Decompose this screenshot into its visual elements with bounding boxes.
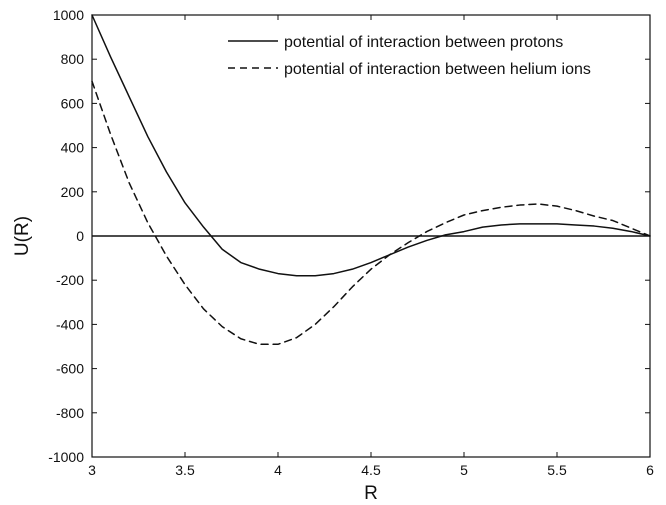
x-tick-label: 6 [646,462,654,478]
y-tick-label: -600 [56,361,84,377]
x-tick-label: 3.5 [175,462,195,478]
x-tick-label: 5 [460,462,468,478]
y-axis-title: U(R) [12,216,33,256]
x-tick-label: 3 [88,462,96,478]
x-axis-ticks: 3 3.5 4 4.5 5 5.5 6 [88,15,654,478]
y-tick-label: 400 [61,140,85,156]
x-tick-label: 5.5 [547,462,567,478]
y-tick-label: 0 [76,228,84,244]
y-tick-label: 200 [61,184,85,200]
y-tick-label: -1000 [48,449,84,465]
series-line-helium-ions [91,80,651,346]
series-line-protons [91,14,651,277]
x-tick-label: 4 [274,462,282,478]
legend-label-protons: potential of interaction between protons [284,34,563,51]
y-tick-label: 800 [61,51,85,67]
y-tick-label: 600 [61,95,85,111]
y-tick-label: -800 [56,405,84,421]
y-tick-label: -200 [56,272,84,288]
y-tick-label: -400 [56,316,84,332]
legend-label-helium-ions: potential of interaction between helium … [284,61,591,78]
x-tick-label: 4.5 [361,462,381,478]
y-tick-label: 1000 [53,7,84,23]
x-axis-title: R [364,483,378,504]
y-axis-ticks: 1000 800 600 400 200 0 -200 -400 -600 -800 -1000 [48,7,650,465]
legend: potential of interaction between protons… [228,34,591,78]
